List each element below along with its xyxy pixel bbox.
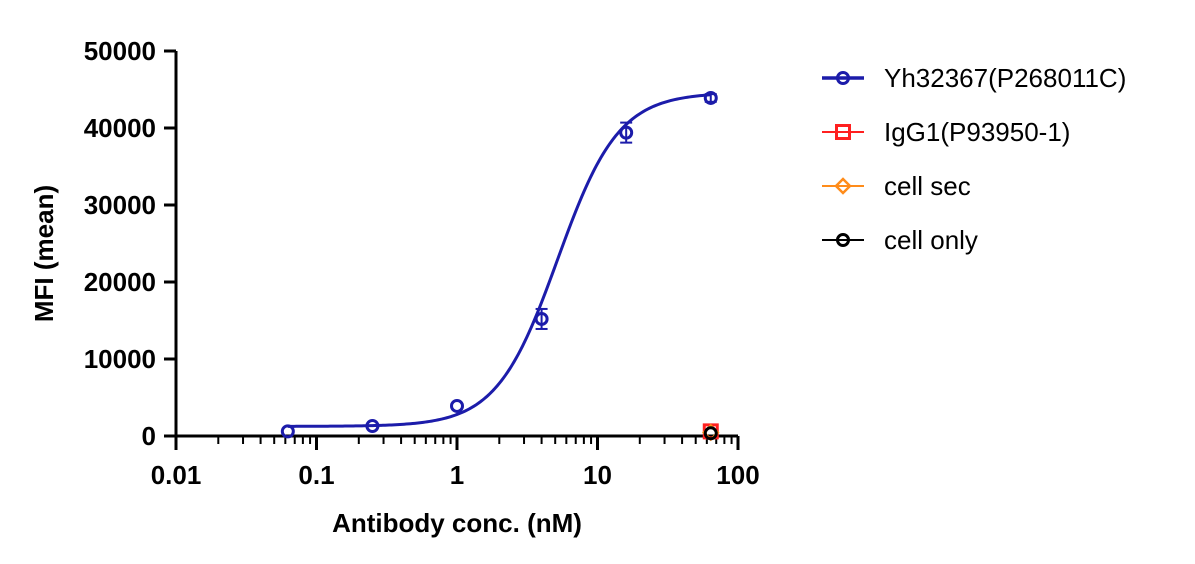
x-tick-label: 0.1 [298,460,334,490]
axes: 0 10000 20000 30000 40000 50000 0.01 0.1 1 10 100 [84,36,760,490]
x-tick-label: 10 [583,460,612,490]
legend-label: cell sec [884,171,971,201]
x-tick-label: 1 [450,460,464,490]
legend-label: IgG1(P93950-1) [884,117,1070,147]
data-points [280,90,720,442]
legend-label: Yh32367(P268011C) [884,63,1126,93]
legend-marker [836,233,850,247]
legend-marker [835,124,851,140]
fit-curves [287,93,711,428]
x-tick-label: 0.01 [151,460,202,490]
legend-marker [836,71,850,85]
data-point [534,311,549,326]
data-point [703,90,718,105]
y-tick-label: 50000 [84,36,156,66]
y-tick-label: 10000 [84,344,156,374]
fit-curve [287,93,711,428]
y-tick-label: 30000 [84,190,156,220]
x-tick-label: 100 [716,460,759,490]
data-point [703,426,718,441]
legend-label: cell only [884,225,978,255]
y-tick-label: 40000 [84,113,156,143]
x-axis-title: Antibody conc. (nM) [332,508,582,538]
y-tick-label: 0 [142,421,156,451]
data-point [450,398,464,413]
legend: Yh32367(P268011C) IgG1(P93950-1) cell sec c… [822,63,1126,255]
data-point [619,125,634,140]
legend-marker [834,177,852,195]
y-axis-title: MFI (mean) [29,185,59,322]
data-point [365,418,380,433]
data-point [280,424,295,439]
y-tick-label: 20000 [84,267,156,297]
